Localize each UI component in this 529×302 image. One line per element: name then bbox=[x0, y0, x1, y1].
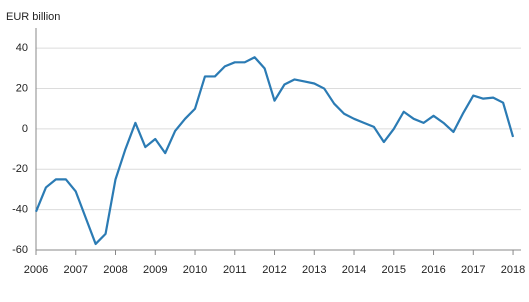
y-tick-label: -60 bbox=[12, 244, 28, 256]
x-tick-label: 2011 bbox=[223, 264, 247, 276]
y-tick-label: 0 bbox=[22, 123, 28, 135]
x-tick-label: 2007 bbox=[64, 264, 88, 276]
x-tick-label: 2014 bbox=[342, 264, 366, 276]
x-tick-label: 2010 bbox=[183, 264, 207, 276]
x-tick-label: 2013 bbox=[302, 264, 326, 276]
x-tick-label: 2018 bbox=[501, 264, 525, 276]
y-tick-label: -40 bbox=[12, 204, 28, 216]
data-line bbox=[34, 56, 515, 246]
x-tick-label: 2008 bbox=[103, 264, 127, 276]
chart-title: EUR billion bbox=[6, 11, 60, 23]
x-tick-label: 2015 bbox=[382, 264, 406, 276]
x-tick-label: 2009 bbox=[143, 264, 167, 276]
y-tick-label: 40 bbox=[16, 42, 28, 54]
y-tick-label: -20 bbox=[12, 163, 28, 175]
x-tick-label: 2012 bbox=[262, 264, 286, 276]
x-tick-label: 2017 bbox=[461, 264, 485, 276]
x-tick-label: 2006 bbox=[24, 264, 48, 276]
y-tick-label: 20 bbox=[16, 82, 28, 94]
x-tick-label: 2016 bbox=[421, 264, 445, 276]
